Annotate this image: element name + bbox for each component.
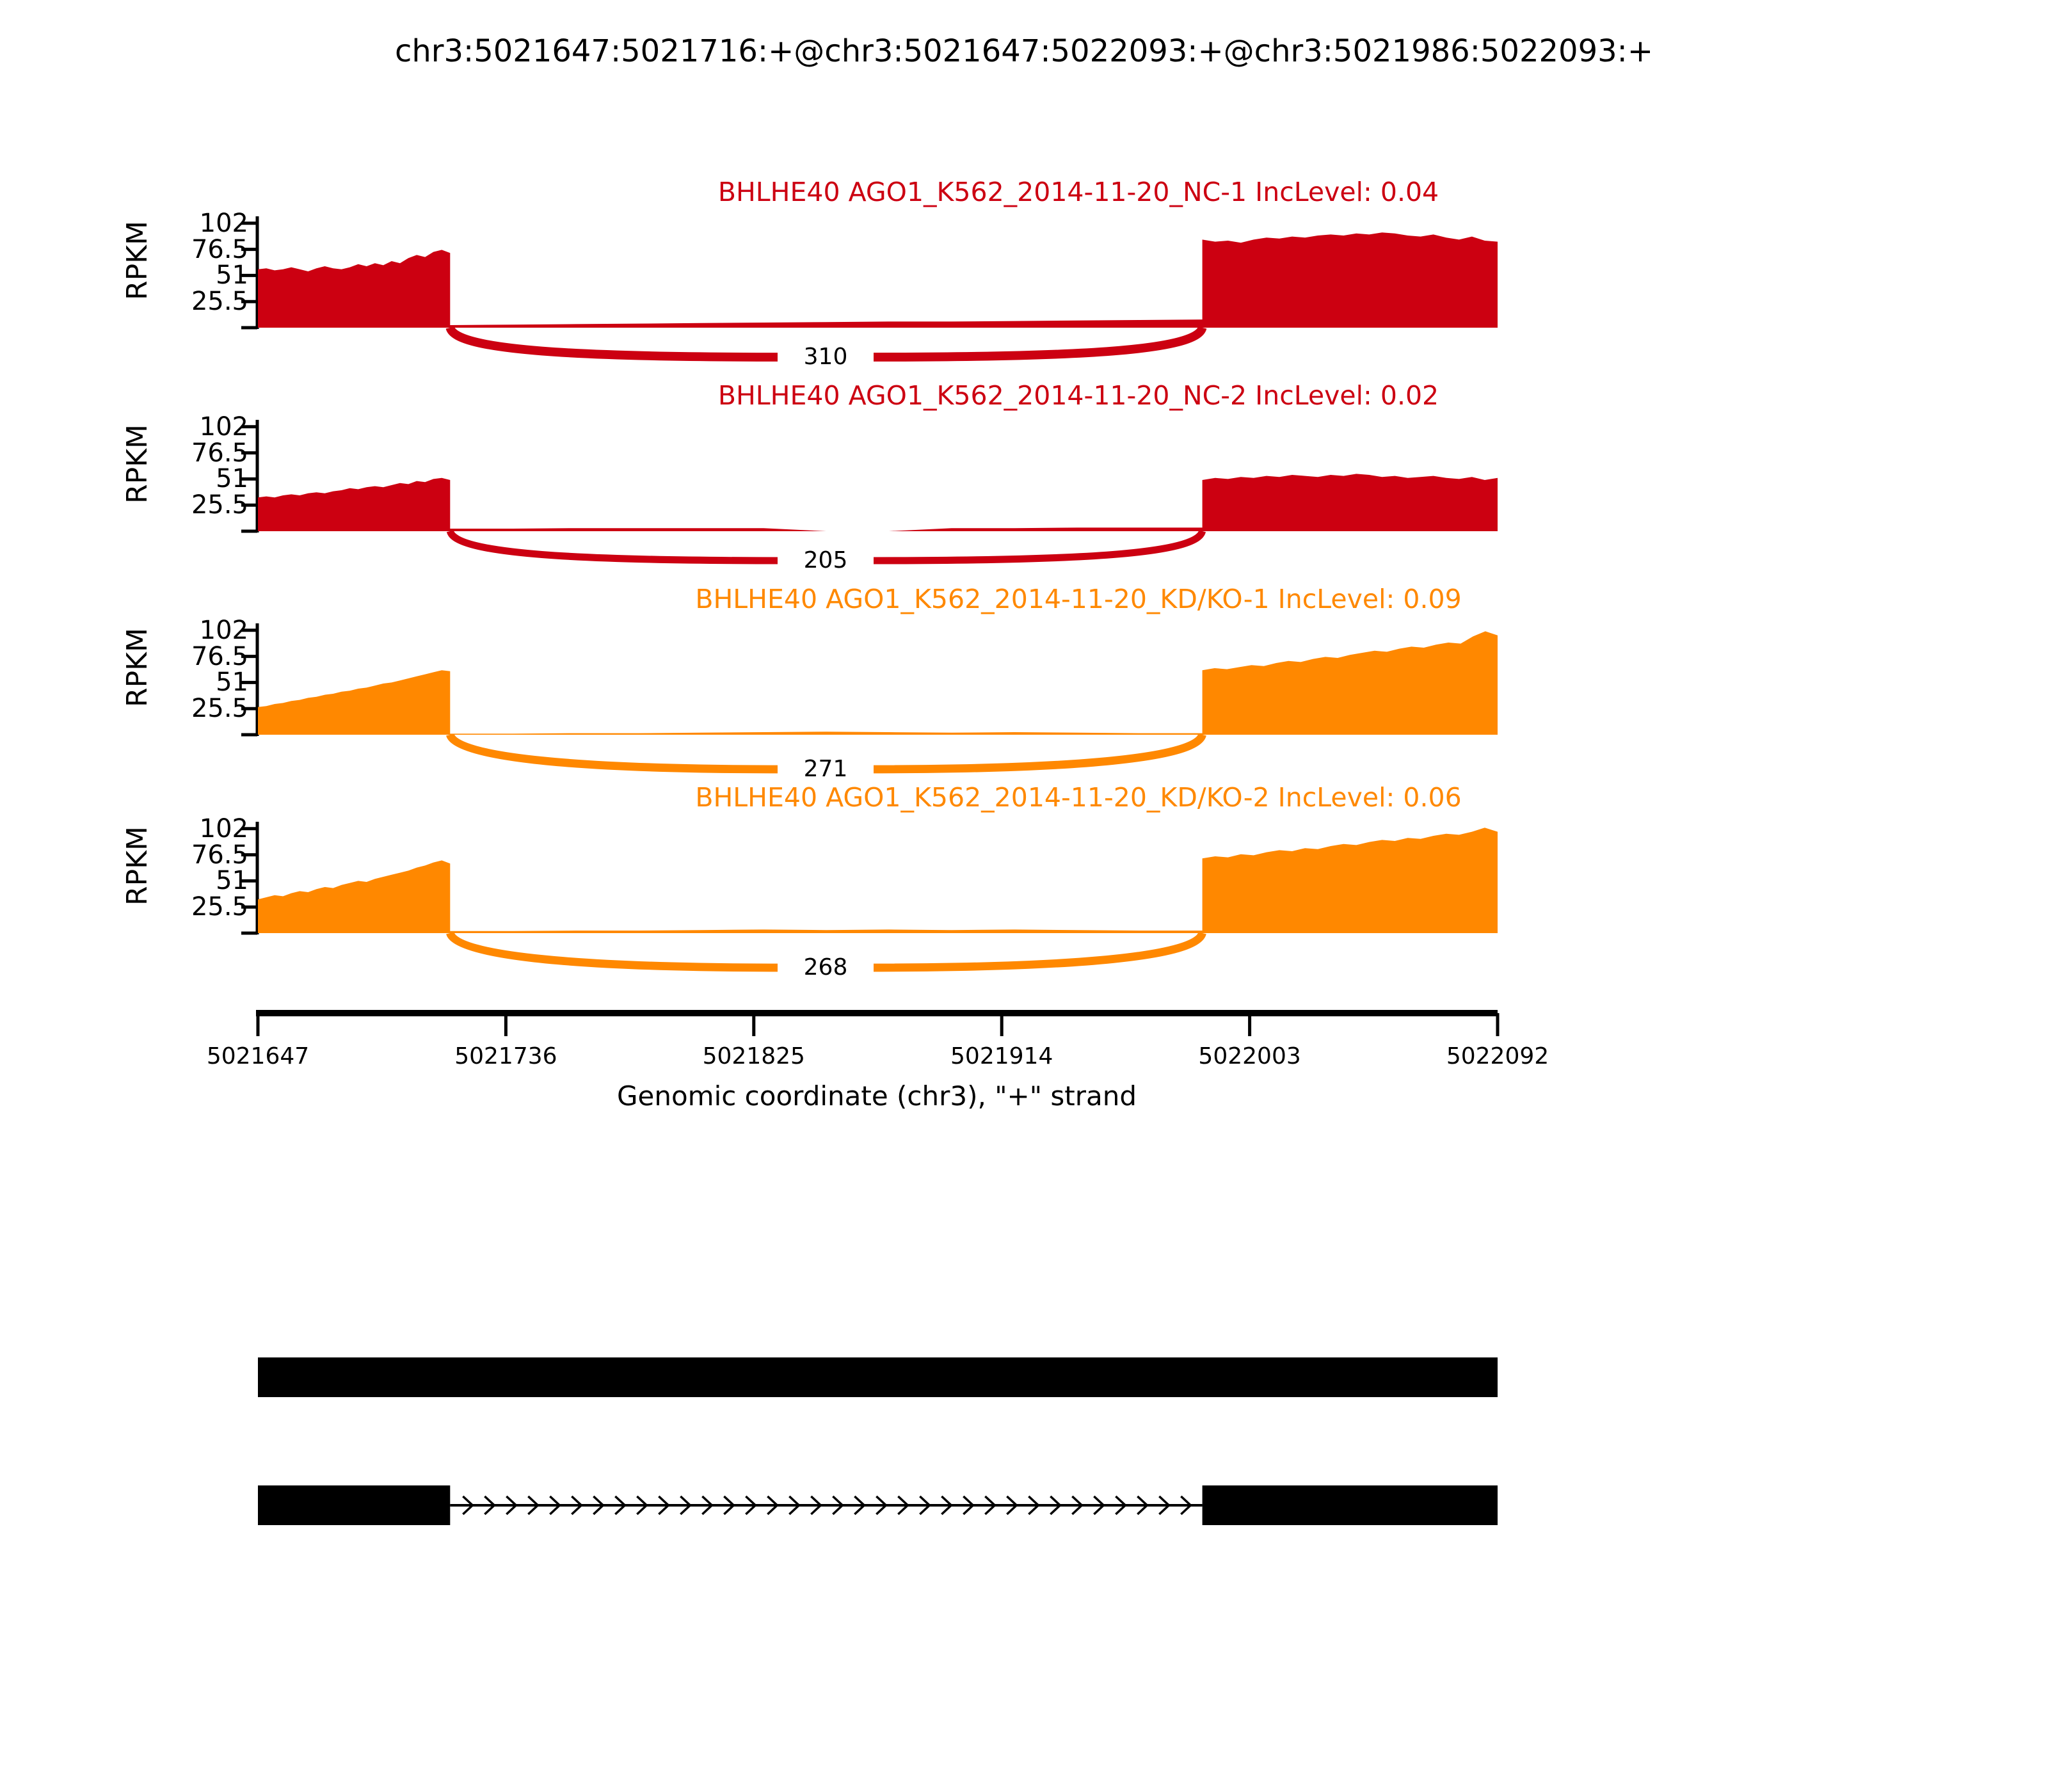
junction-count-label: 271 (778, 758, 874, 781)
strand-arrow-icon (614, 1495, 627, 1516)
strand-arrow-icon (832, 1495, 844, 1516)
junction-count-label: 310 (778, 346, 874, 369)
strand-arrow-icon (549, 1495, 561, 1516)
x-tick-label: 5022003 (1198, 1043, 1301, 1069)
coverage-area (258, 474, 1498, 531)
y-tick-label: 76.5 (191, 234, 248, 264)
strand-arrow-icon (767, 1495, 779, 1516)
junction-arc-left (446, 529, 785, 564)
strand-arrow-icon (1071, 1495, 1084, 1516)
strand-arrow-icon (723, 1495, 735, 1516)
strand-arrow-icon (571, 1495, 583, 1516)
strand-arrow-icon (1137, 1495, 1149, 1516)
strand-arrow-icon (941, 1495, 953, 1516)
y-tick-label: 51 (216, 668, 248, 698)
junction-arc-left (446, 733, 785, 774)
y-tick-label: 76.5 (191, 840, 248, 870)
junction-arc-right (867, 733, 1206, 774)
strand-arrow-icon (1006, 1495, 1018, 1516)
strand-arrow-icon (701, 1495, 714, 1516)
coverage-area (258, 232, 1498, 328)
track-label: BHLHE40 AGO1_K562_2014-11-20_KD/KO-2 Inc… (695, 782, 1462, 813)
strand-arrow-icon (876, 1495, 888, 1516)
strand-arrow-icon (484, 1495, 496, 1516)
y-tick-label: 51 (216, 866, 248, 896)
track-label: BHLHE40 AGO1_K562_2014-11-20_NC-2 IncLev… (717, 380, 1439, 411)
junction-arc-right (867, 326, 1207, 362)
strand-arrow-icon (462, 1495, 474, 1516)
y-tick-label: 102 (199, 813, 248, 844)
strand-arrow-icon (527, 1495, 540, 1516)
strand-arrow-icon (984, 1495, 996, 1516)
y-tick-label: 51 (216, 260, 248, 291)
strand-arrow-icon (1180, 1495, 1192, 1516)
x-tick-label: 5021736 (454, 1043, 557, 1069)
strand-arrow-icon (963, 1495, 975, 1516)
junction-arc-right (867, 931, 1206, 972)
strand-arrow-icon (788, 1495, 801, 1516)
strand-arrow-icon (810, 1495, 822, 1516)
strand-arrow-icon (1158, 1495, 1171, 1516)
strand-arrow-icon (745, 1495, 757, 1516)
plot-title: chr3:5021647:5021716:+@chr3:5021647:5022… (394, 33, 1654, 69)
junction-arc-left (445, 326, 785, 362)
strand-arrow-icon (1115, 1495, 1127, 1516)
x-tick-label: 5021647 (206, 1043, 310, 1069)
coverage-area (258, 631, 1498, 735)
junction-count-label: 268 (778, 956, 874, 979)
y-tick-label: 25.5 (191, 892, 248, 922)
strand-arrow-icon (593, 1495, 605, 1516)
y-tick-label: 25.5 (191, 287, 248, 317)
exon-block (258, 1357, 1498, 1397)
coverage-area (258, 828, 1498, 933)
y-tick-label: 102 (199, 615, 248, 645)
y-tick-label: 102 (199, 208, 248, 238)
y-tick-label: 76.5 (191, 641, 248, 671)
strand-arrow-icon (854, 1495, 866, 1516)
strand-arrow-icon (1093, 1495, 1105, 1516)
x-tick-label: 5022092 (1446, 1043, 1549, 1069)
track-label: BHLHE40 AGO1_K562_2014-11-20_NC-1 IncLev… (717, 177, 1439, 207)
exon-block (1202, 1485, 1498, 1525)
junction-arc-right (867, 529, 1206, 564)
y-tick-label: 102 (199, 412, 248, 442)
strand-arrow-icon (897, 1495, 909, 1516)
track-label: BHLHE40 AGO1_K562_2014-11-20_KD/KO-1 Inc… (695, 584, 1462, 614)
y-tick-label: 25.5 (191, 490, 248, 520)
strand-arrow-icon (1028, 1495, 1040, 1516)
y-tick-label: 76.5 (191, 438, 248, 468)
strand-arrow-icon (658, 1495, 670, 1516)
x-tick-label: 5021914 (950, 1043, 1053, 1069)
strand-arrow-icon (506, 1495, 518, 1516)
x-tick-label: 5021825 (702, 1043, 805, 1069)
strand-arrow-icon (919, 1495, 931, 1516)
x-axis-title: Genomic coordinate (chr3), "+" strand (616, 1080, 1137, 1112)
junction-arc-left (446, 931, 785, 972)
exon-block (258, 1485, 451, 1525)
strand-arrow-icon (1050, 1495, 1062, 1516)
y-tick-label: 25.5 (191, 694, 248, 724)
y-tick-label: 51 (216, 464, 248, 494)
strand-arrow-icon (680, 1495, 692, 1516)
strand-arrow-icon (636, 1495, 648, 1516)
junction-count-label: 205 (778, 549, 874, 572)
